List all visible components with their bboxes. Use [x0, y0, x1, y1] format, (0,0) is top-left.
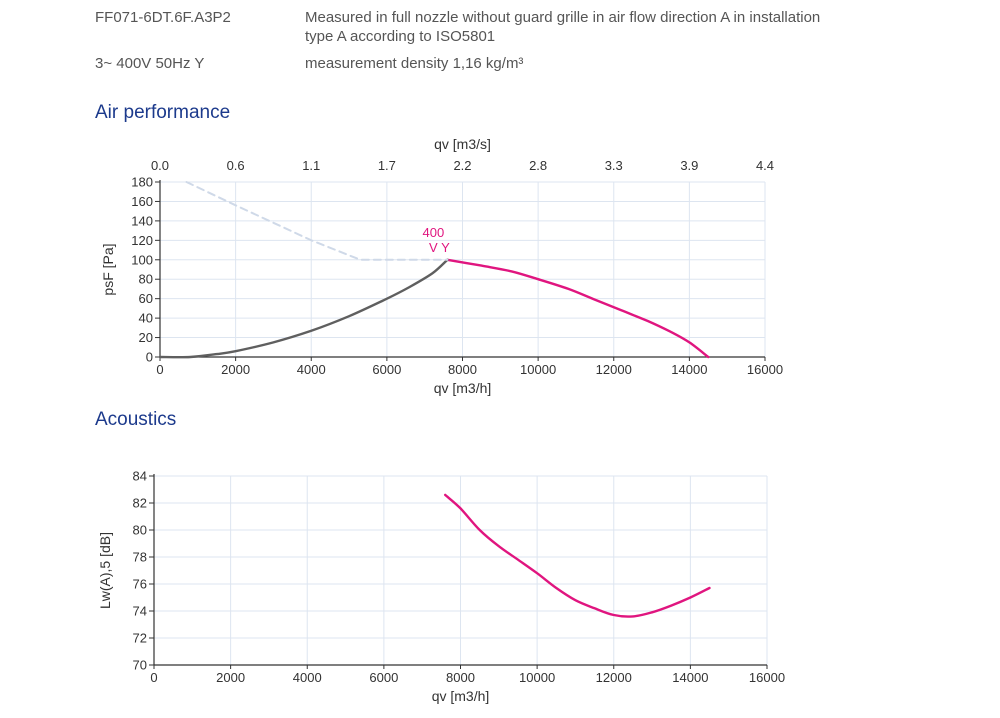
air-x2-tick-label: 4.4	[756, 158, 774, 173]
air-pink-curve	[446, 258, 710, 359]
air-x2-tick-label: 1.7	[378, 158, 396, 173]
acoustics-x-tick-label: 2000	[216, 670, 245, 685]
air-x-tick-label: 6000	[372, 362, 401, 377]
air-y-tick-label: 20	[139, 330, 153, 345]
air-x-tick-label: 16000	[747, 362, 783, 377]
acoustics-y-tick-label: 82	[133, 496, 147, 511]
air-y-tick-label: 60	[139, 291, 153, 306]
air-x2-tick-label: 0.6	[227, 158, 245, 173]
air-y-tick-label: 100	[131, 252, 153, 267]
air-y-tick-label: 40	[139, 311, 153, 326]
acoustics-y-tick-label: 76	[133, 577, 147, 592]
air-x2-tick-label: 1.1	[302, 158, 320, 173]
air-x-tick-label: 0	[156, 362, 163, 377]
air-performance-title: Air performance	[95, 102, 231, 123]
density-label: measurement density 1,16 kg/m³	[305, 55, 524, 72]
air-x-label: qv [m3/h]	[434, 380, 492, 396]
acoustics-y-tick-label: 72	[133, 631, 147, 646]
model-label: FF071-6DT.6F.A3P2	[95, 9, 231, 26]
acoustics-y-tick-label: 84	[133, 469, 147, 484]
air-x-tick-label: 12000	[596, 362, 632, 377]
air-x2-tick-label: 2.2	[453, 158, 471, 173]
air-y-tick-label: 180	[131, 175, 153, 190]
acoustics-y-tick-label: 70	[133, 658, 147, 673]
air-y-tick-label: 140	[131, 213, 153, 228]
air-x-tick-label: 10000	[520, 362, 556, 377]
air-y-tick-label: 0	[146, 350, 153, 365]
acoustics-pink-curve	[444, 493, 711, 618]
air-x2-tick-label: 0.0	[151, 158, 169, 173]
air-x-tick-label: 14000	[671, 362, 707, 377]
air-y-tick-label: 120	[131, 233, 153, 248]
air-x2-tick-label: 2.8	[529, 158, 547, 173]
acoustics-y-label: Lw(A),5 [dB]	[97, 532, 113, 609]
air-x-tick-label: 4000	[297, 362, 326, 377]
acoustics-y-tick-label: 78	[133, 550, 147, 565]
air-x-tick-label: 2000	[221, 362, 250, 377]
conditions-line-2: type A according to ISO5801	[305, 28, 496, 45]
acoustics-x-tick-label: 10000	[519, 670, 555, 685]
acoustics-y-tick-label: 74	[133, 604, 147, 619]
air-y-tick-label: 160	[131, 194, 153, 209]
acoustics-title: Acoustics	[95, 409, 177, 430]
acoustics-x-tick-label: 0	[150, 670, 157, 685]
acoustics-x-tick-label: 8000	[446, 670, 475, 685]
air-x-tick-label: 8000	[448, 362, 477, 377]
acoustics-x-tick-label: 12000	[596, 670, 632, 685]
acoustics-x-tick-label: 16000	[749, 670, 785, 685]
air-gray-curve	[158, 258, 449, 359]
air-y-tick-label: 80	[139, 272, 153, 287]
air-y-label: psF [Pa]	[100, 243, 116, 295]
air-x2-label: qv [m3/s]	[434, 136, 491, 152]
acoustics-y-tick-label: 80	[133, 523, 147, 538]
air-x2-tick-label: 3.3	[605, 158, 623, 173]
acoustics-x-label: qv [m3/h]	[432, 688, 490, 704]
air-annotation-vy: V Y	[429, 240, 450, 255]
air-annotation-400: 400	[423, 225, 445, 240]
acoustics-x-tick-label: 6000	[369, 670, 398, 685]
supply-label: 3~ 400V 50Hz Y	[95, 55, 205, 72]
conditions-line-1: Measured in full nozzle without guard gr…	[305, 9, 821, 26]
acoustics-x-tick-label: 4000	[293, 670, 322, 685]
air-x2-tick-label: 3.9	[680, 158, 698, 173]
acoustics-x-tick-label: 14000	[672, 670, 708, 685]
air-dashed-curve	[185, 181, 449, 261]
